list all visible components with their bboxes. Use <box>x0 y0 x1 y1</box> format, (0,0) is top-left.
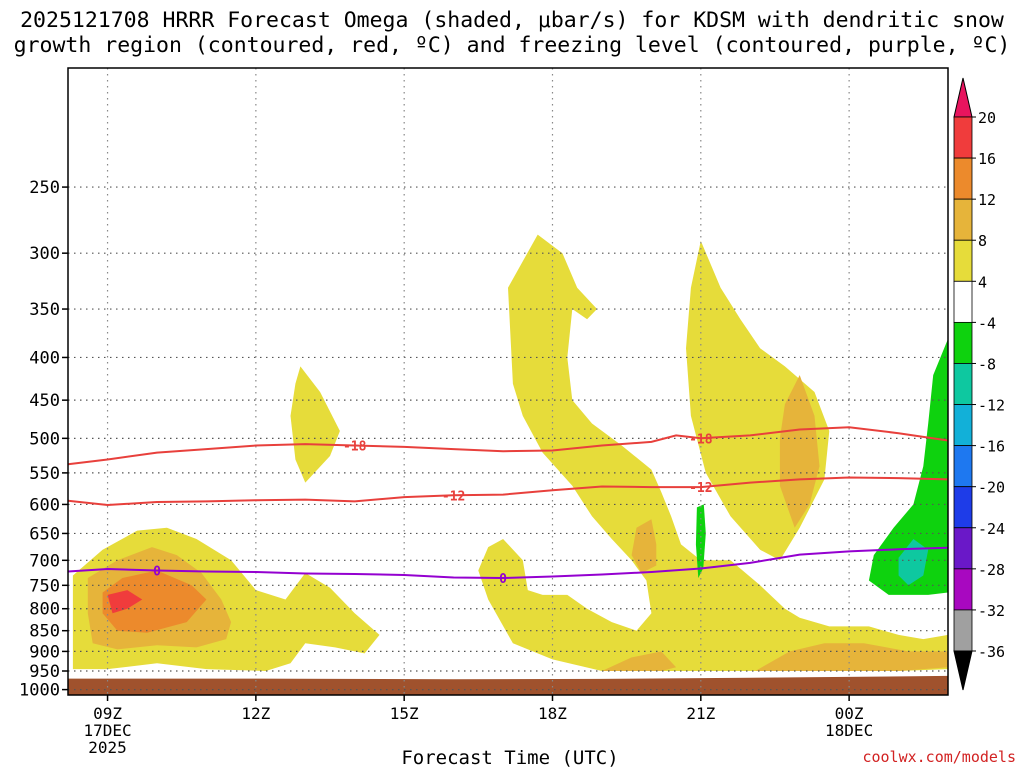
grid-layer <box>68 68 948 695</box>
colorbar-segment-4 <box>953 280 973 323</box>
colorbar-segment-3 <box>953 239 973 282</box>
chart-title-line-2: growth region (contoured, red, ºC) and f… <box>13 33 1011 58</box>
y-tick-label-250: 250 <box>29 178 60 198</box>
surface-ground <box>68 675 948 695</box>
isotherm-line--12 <box>67 476 949 507</box>
isotherm-line--18 <box>67 426 949 466</box>
x-tick-label-18-0: 18Z <box>538 704 567 723</box>
y-tick-label-500: 500 <box>29 429 60 449</box>
y-axis: 2503003504004505005506006507007508008509… <box>19 178 68 701</box>
colorbar-label-7: -12 <box>978 397 1005 415</box>
colorbar-segment-12 <box>953 609 973 652</box>
x-axis-label: Forecast Time (UTC) <box>401 747 618 768</box>
isotherm-label-0-0: 0 <box>153 565 161 580</box>
colorbar-segment-0 <box>953 116 973 159</box>
y-tick-label-450: 450 <box>29 391 60 411</box>
x-tick-label-24-1: 18DEC <box>825 721 873 740</box>
colorbar-label-2: 12 <box>978 191 996 209</box>
y-tick-label-1000: 1000 <box>19 681 60 701</box>
colorbar-label-5: -4 <box>978 314 996 332</box>
x-tick-label-24-0: 00Z <box>835 704 864 723</box>
y-tick-label-350: 350 <box>29 300 60 320</box>
credit-text[interactable]: coolwx.com/models <box>862 748 1016 766</box>
omega-region-7 <box>601 651 677 671</box>
colorbar-segment-10 <box>953 527 973 570</box>
omega-region-1 <box>290 366 340 483</box>
y-tick-label-950: 950 <box>29 662 60 682</box>
y-tick-label-550: 550 <box>29 464 60 484</box>
omega-region-11 <box>868 338 948 595</box>
colorbar-segment-7 <box>953 404 973 447</box>
colorbar-label-12: -32 <box>978 602 1005 620</box>
y-tick-label-650: 650 <box>29 524 60 544</box>
y-tick-label-600: 600 <box>29 495 60 515</box>
omega-region-8 <box>755 643 948 671</box>
colorbar-label-3: 8 <box>978 232 987 250</box>
colorbar-label-0: 20 <box>978 109 996 127</box>
isotherm-label--12-1: -12 <box>689 481 712 496</box>
omega-region-2 <box>478 234 948 671</box>
y-tick-label-700: 700 <box>29 551 60 571</box>
isotherm-layer: -18 -18 -12 -12 0 0 <box>67 426 949 587</box>
isotherm-label--12-0: -12 <box>442 489 465 504</box>
colorbar-segment-8 <box>953 445 973 488</box>
colorbar-label-1: 16 <box>978 150 996 168</box>
y-tick-label-300: 300 <box>29 244 60 264</box>
isotherm-label-0-1: 0 <box>499 572 507 587</box>
colorbar-segment-1 <box>953 157 973 200</box>
colorbar-segment-6 <box>953 363 973 405</box>
x-tick-label-9-1: 17DEC <box>83 721 131 740</box>
omega-region-9 <box>102 570 207 633</box>
omega-region-10 <box>107 590 143 614</box>
x-tick-label-9-0: 09Z <box>93 704 122 723</box>
x-tick-label-12-0: 12Z <box>241 704 270 723</box>
isotherm-line-0 <box>67 546 949 580</box>
colorbar-label-11: -28 <box>978 561 1005 579</box>
colorbar-label-8: -16 <box>978 438 1005 456</box>
y-tick-label-750: 750 <box>29 576 60 596</box>
omega-region-12 <box>695 504 706 578</box>
y-tick-label-400: 400 <box>29 348 60 368</box>
colorbar-label-4: 4 <box>978 273 987 291</box>
colorbar: 20 16 12 8 4 -4 -8 -12 -16 -20 -24 -28 -32 -36 <box>953 77 1005 691</box>
colorbar-label-9: -20 <box>978 479 1005 497</box>
plot-frame <box>67 67 949 696</box>
colorbar-label-10: -24 <box>978 520 1005 538</box>
colorbar-bottom-arrow <box>953 650 973 691</box>
colorbar-segment-11 <box>953 568 973 611</box>
isotherm-label--18-1: -18 <box>689 432 713 447</box>
colorbar-label-6: -8 <box>978 355 996 373</box>
omega-region-6 <box>779 375 820 528</box>
surface-layer <box>68 675 948 695</box>
x-tick-label-15-0: 15Z <box>390 704 419 723</box>
colorbar-segment-9 <box>953 486 973 529</box>
omega-region-5 <box>631 519 657 573</box>
omega-shading-layer <box>72 234 948 671</box>
colorbar-segment-2 <box>953 198 973 241</box>
isotherm-label--18-0: -18 <box>343 440 367 455</box>
colorbar-label-13: -36 <box>978 643 1005 661</box>
y-tick-label-850: 850 <box>29 622 60 642</box>
y-tick-label-800: 800 <box>29 600 60 620</box>
chart-title-line-1: 2025121708 HRRR Forecast Omega (shaded, … <box>20 8 1004 33</box>
x-tick-label-9-2: 2025 <box>88 738 127 757</box>
chart-title: 2025121708 HRRR Forecast Omega (shaded, … <box>0 8 1024 58</box>
colorbar-segment-5 <box>953 321 973 364</box>
x-tick-label-21-0: 21Z <box>686 704 715 723</box>
colorbar-top-arrow <box>953 77 973 118</box>
y-tick-label-900: 900 <box>29 642 60 662</box>
omega-region-13 <box>898 539 929 586</box>
